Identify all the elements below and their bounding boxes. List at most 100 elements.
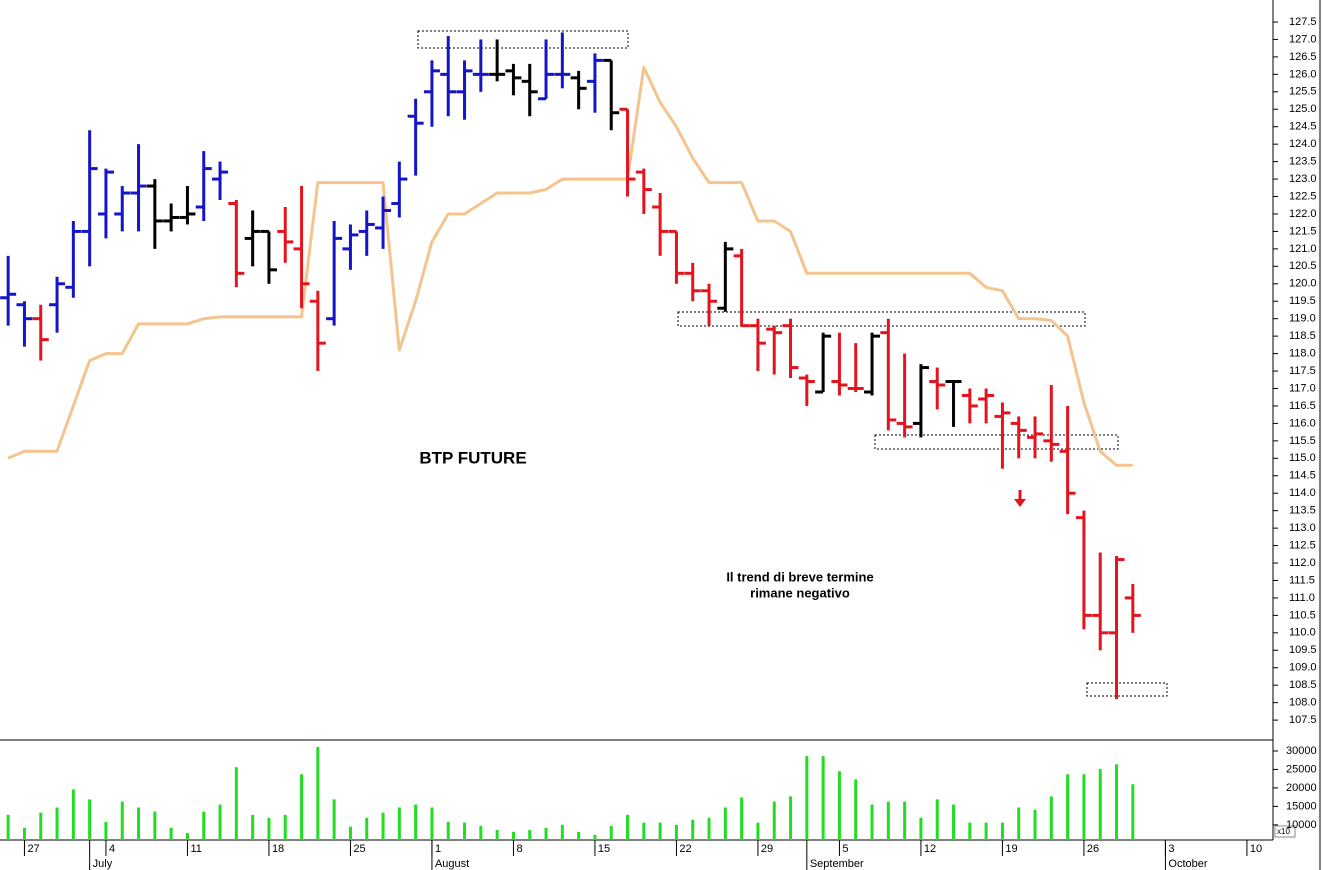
chart-title: BTP FUTURE: [419, 448, 526, 467]
volume-bar: [1049, 796, 1053, 840]
y-tick-label: 116.0: [1289, 417, 1316, 429]
volume-bar: [137, 807, 141, 840]
y-tick-label: 123.0: [1289, 173, 1317, 185]
volume-bar: [968, 822, 972, 840]
x-tick-label: 18: [272, 843, 284, 855]
y-tick-label: 114.0: [1289, 487, 1316, 499]
volume-bar: [55, 807, 59, 840]
volume-bar: [1000, 822, 1004, 840]
y-tick-label: 117.5: [1289, 365, 1316, 377]
y-tick-label: 126.0: [1289, 68, 1317, 80]
y-tick-label: 15000: [1286, 800, 1317, 812]
y-tick-label: 114.5: [1289, 470, 1316, 482]
x-tick-label: 22: [679, 843, 691, 855]
unit-box: [1274, 825, 1296, 838]
y-tick-label: 111.5: [1289, 574, 1315, 586]
y-tick-label: 117.0: [1289, 382, 1316, 394]
volume-bar: [332, 799, 336, 840]
x-tick-label: 8: [516, 843, 522, 855]
annotation: Il trend di breve termine: [726, 569, 873, 584]
volume-bar: [153, 811, 157, 840]
volume-bar: [642, 822, 646, 840]
volume-bar: [316, 746, 320, 840]
y-tick-label: 127.5: [1289, 16, 1317, 28]
y-tick-label: 115.5: [1289, 435, 1316, 447]
y-tick-label: 125.0: [1289, 103, 1317, 115]
y-tick-label: 124.0: [1289, 138, 1317, 150]
volume-bar: [202, 811, 206, 840]
volume-bar: [740, 797, 744, 840]
volume-bar: [1033, 809, 1037, 840]
x-tick-label: 15: [598, 843, 610, 855]
y-tick-label: 121.0: [1289, 243, 1317, 255]
y-tick-label: 127.0: [1289, 33, 1317, 45]
y-tick-label: 110.5: [1289, 609, 1316, 621]
volume-bar: [772, 801, 776, 840]
volume-bar: [691, 819, 695, 840]
month-label: September: [810, 858, 864, 870]
volume-bar: [479, 825, 483, 840]
y-tick-label: 109.5: [1289, 644, 1317, 656]
y-tick-label: 116.5: [1289, 400, 1316, 412]
y-tick-label: 122.5: [1289, 190, 1317, 202]
x-tick-label: 1: [435, 843, 441, 855]
volume-bar: [593, 834, 597, 840]
volume-bar: [414, 804, 418, 840]
trailing-line: [7, 65, 1133, 467]
volume-bar: [1066, 774, 1070, 840]
range-box: [677, 311, 1086, 327]
volume-bar: [169, 827, 173, 840]
volume-bar: [870, 804, 874, 840]
y-tick-label: 10000: [1286, 819, 1317, 831]
y-tick-label: 109.0: [1289, 662, 1317, 674]
x-tick-label: 4: [109, 843, 115, 855]
volume-bar: [1017, 807, 1021, 840]
x-tick-label: 26: [1087, 843, 1099, 855]
volume-bar: [935, 799, 939, 840]
volume-bar: [723, 807, 727, 840]
volume-bar: [1115, 764, 1119, 840]
volume-bar: [397, 807, 401, 840]
volume-bar: [88, 799, 92, 840]
y-tick-label: 125.5: [1289, 86, 1317, 98]
volume-bar: [805, 756, 809, 840]
volume-bar: [577, 831, 581, 840]
x-tick-label: 19: [1005, 843, 1017, 855]
volume-bar: [1131, 784, 1135, 840]
volume-bar: [251, 814, 255, 840]
volume-bar: [609, 825, 613, 840]
volume-bar: [707, 817, 711, 840]
y-tick-label: 113.5: [1289, 505, 1316, 517]
volume-bar: [544, 827, 548, 840]
y-tick-label: 121.5: [1289, 225, 1317, 237]
y-tick-label: 120.5: [1289, 260, 1317, 272]
y-tick-label: 113.0: [1289, 522, 1316, 534]
y-tick-label: 124.5: [1289, 121, 1317, 133]
volume-bar: [218, 804, 222, 840]
volume-bar: [71, 789, 75, 840]
volume-bar: [185, 832, 189, 840]
y-tick-label: 112.5: [1289, 539, 1316, 551]
volume-bar: [1098, 769, 1102, 840]
volume-bar: [528, 830, 532, 840]
y-tick-label: 108.0: [1289, 697, 1317, 709]
volume-bar: [6, 814, 10, 840]
volume-bar: [511, 831, 515, 840]
volume-bar: [919, 817, 923, 840]
range-box: [1086, 682, 1168, 697]
y-tick-label: 25000: [1286, 763, 1317, 775]
volume-bar: [658, 822, 662, 840]
x-tick-label: 5: [842, 843, 848, 855]
y-tick-label: 123.5: [1289, 156, 1317, 168]
range-box: [417, 30, 629, 49]
volume-bar: [984, 822, 988, 840]
y-tick-label: 122.0: [1289, 208, 1317, 220]
volume-bar: [560, 824, 564, 840]
volume-bar: [837, 771, 841, 840]
down-arrow-head: [1014, 499, 1026, 507]
x-tick-label: 3: [1168, 843, 1174, 855]
x-tick-label: 29: [761, 843, 773, 855]
x-tick-label: 11: [190, 843, 201, 855]
volume-bar: [495, 830, 499, 840]
